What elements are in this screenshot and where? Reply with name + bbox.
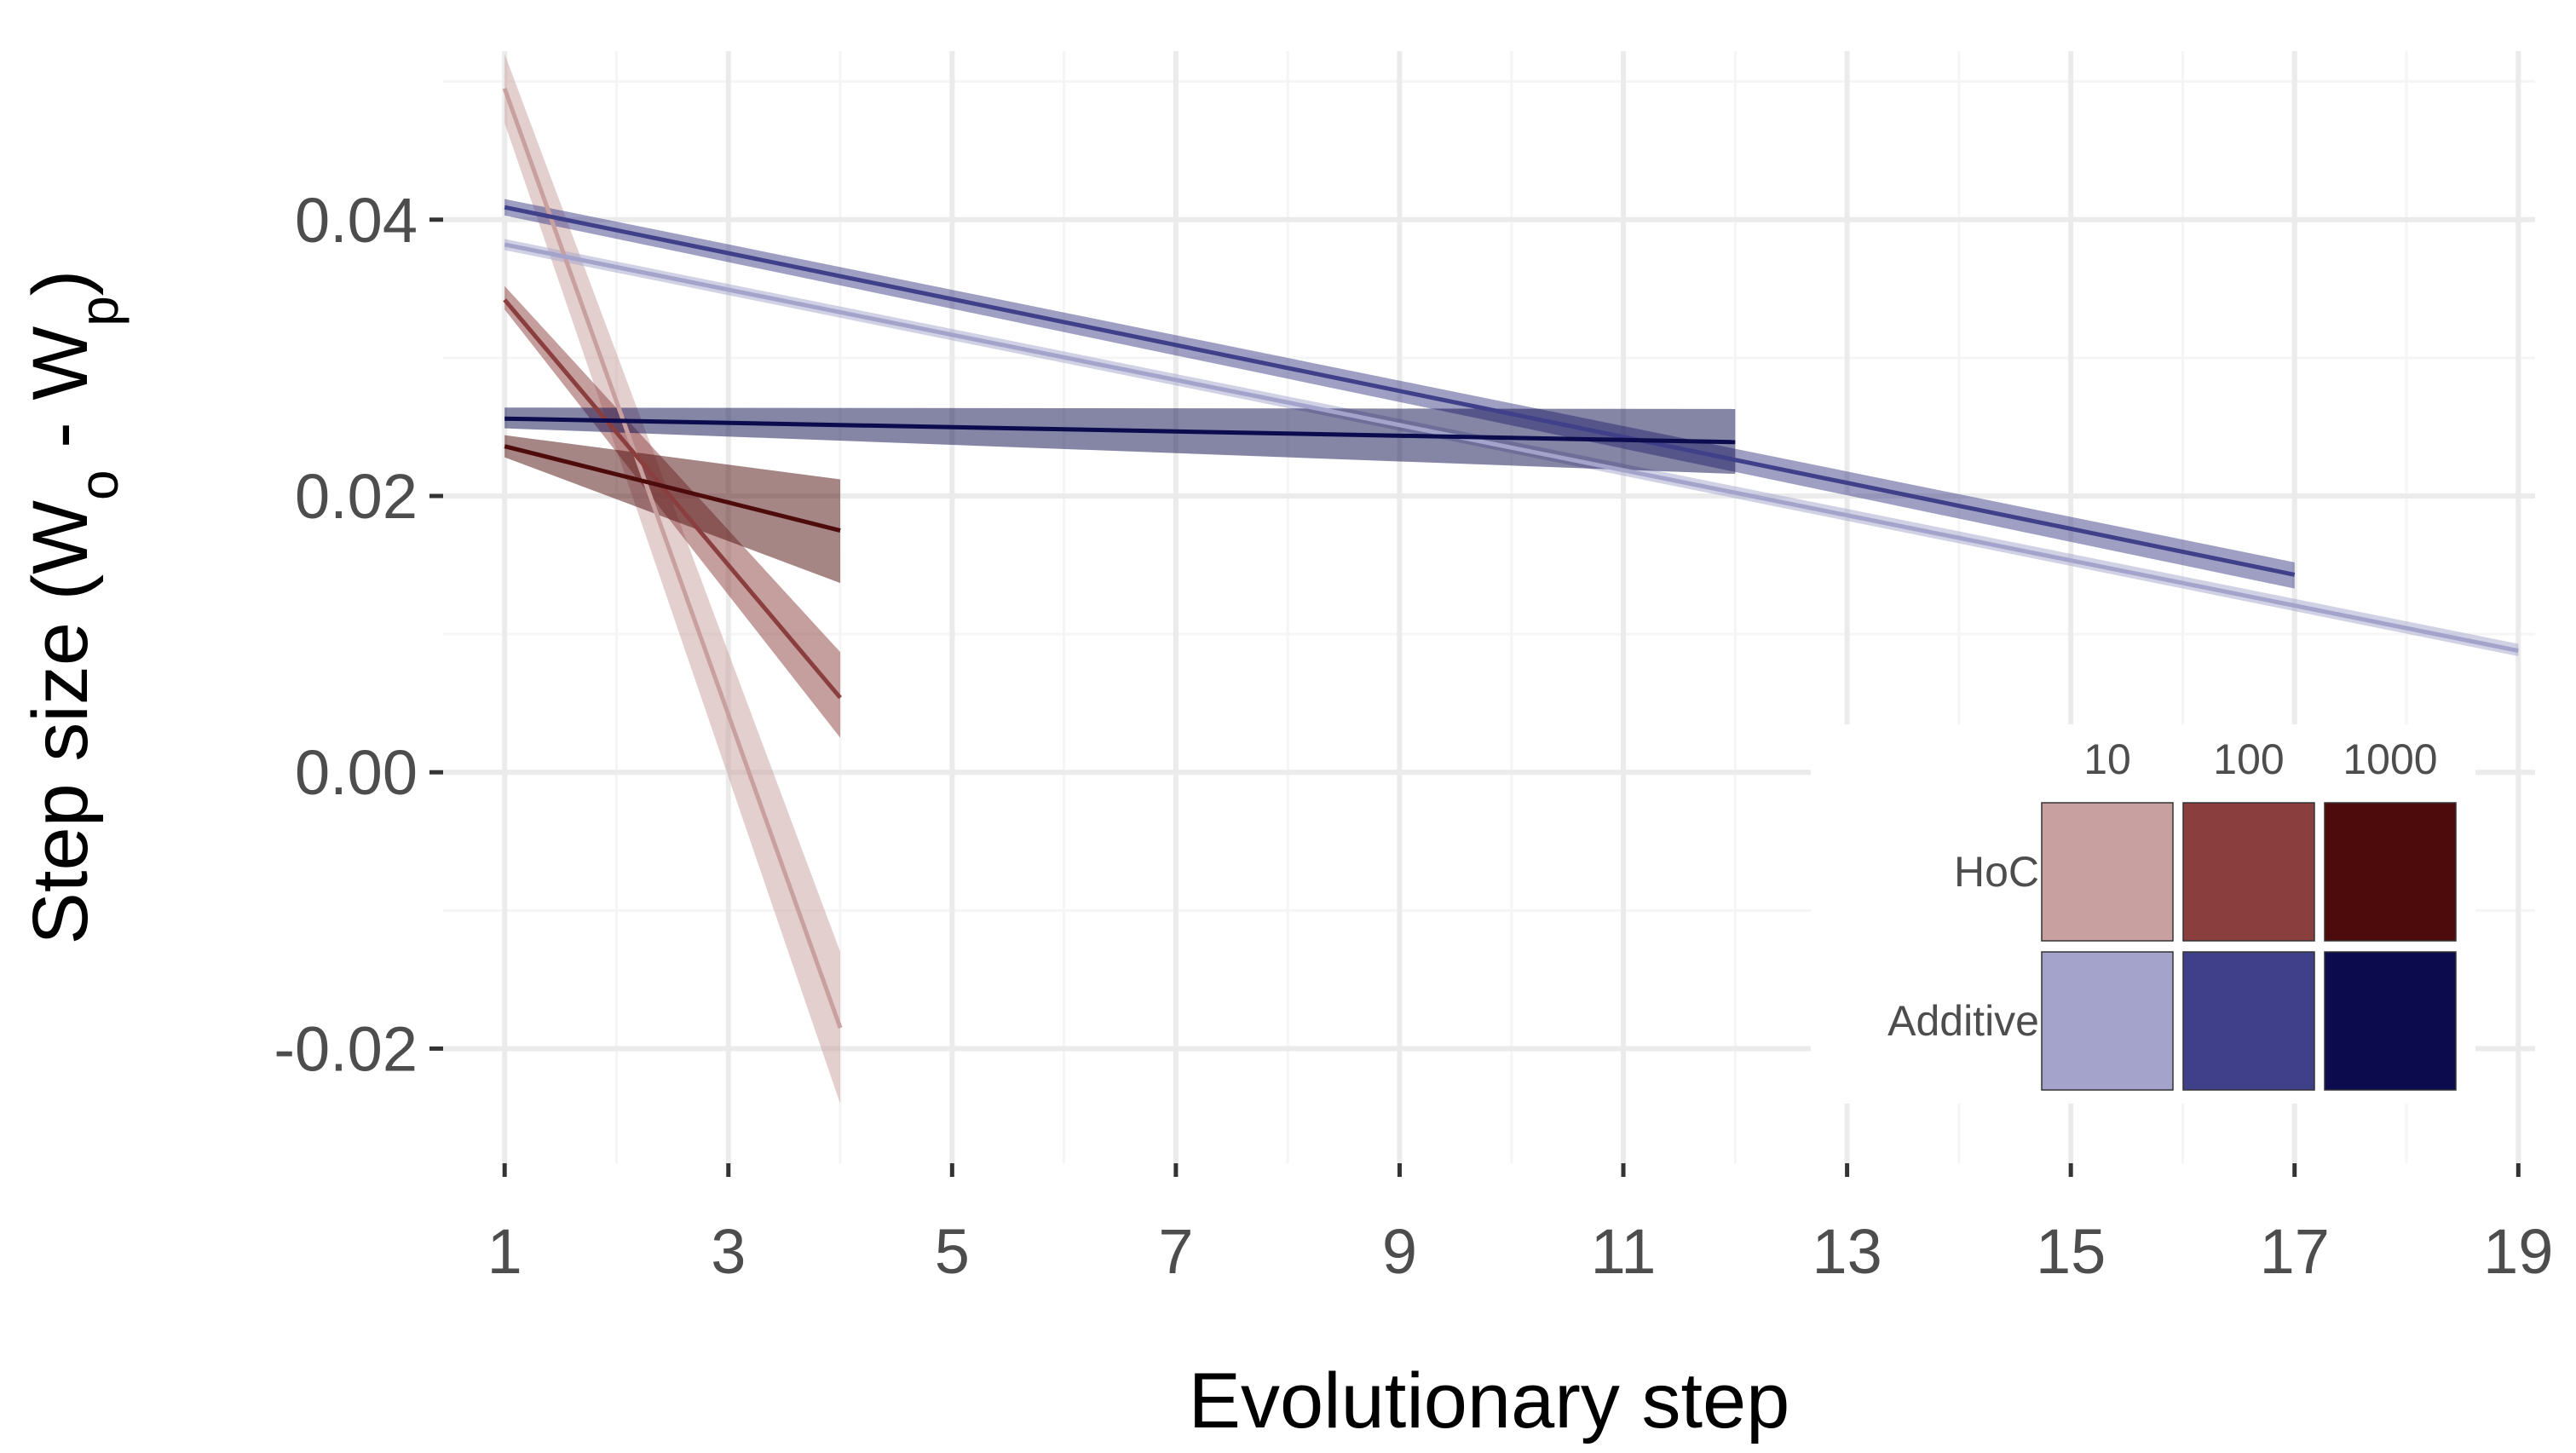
legend-column-label-100: 100	[2213, 735, 2284, 783]
y-tick-label: -0.02	[274, 1013, 418, 1084]
y-axis-title-prefix: Step size (W	[17, 500, 104, 945]
y-axis-title-sub2: p	[68, 296, 130, 326]
axes: 1 3 5 7 9 11 13 15 17 19-0.020.000.020.04	[274, 185, 2553, 1287]
y-tick-label: 0.02	[295, 461, 418, 532]
x-tick-label: 1	[487, 1216, 522, 1287]
x-tick-label: 19	[2483, 1216, 2553, 1287]
x-tick-label: 9	[1382, 1216, 1417, 1287]
series-line-additive-10	[504, 242, 2519, 654]
legend-key-additive-100	[2182, 951, 2315, 1091]
legend-column-label-1000: 1000	[2343, 735, 2437, 783]
legend-column-label-10: 10	[2083, 735, 2131, 783]
legend-row-label-hoc: HoC	[1954, 848, 2039, 896]
series-line-hoc-10	[502, 87, 843, 1029]
x-tick-label: 11	[1591, 1216, 1657, 1287]
y-axis-title-suffix: )	[17, 270, 104, 297]
y-axis-title: Step size (Wo - Wp)	[17, 270, 130, 945]
series-line-additive-100	[504, 205, 2296, 577]
x-tick-label: 5	[935, 1216, 970, 1287]
legend: 10 100 1000 HoC Additive	[1811, 724, 2475, 1104]
y-axis-title-middle: - W	[17, 326, 104, 470]
y-tick-label: 0.00	[295, 737, 418, 808]
legend-keys	[2041, 802, 2457, 1091]
x-tick-label: 13	[1812, 1216, 1882, 1287]
x-tick-label: 17	[2260, 1216, 2330, 1287]
legend-key-hoc-100	[2182, 802, 2315, 942]
y-axis-title-sub1: o	[68, 470, 130, 500]
ci-band-additive-100	[504, 199, 2295, 589]
legend-key-additive-10	[2041, 951, 2174, 1091]
series-line-hoc-1000	[504, 444, 841, 533]
x-axis-title: Evolutionary step	[1189, 1358, 1790, 1444]
x-tick-label: 15	[2036, 1216, 2106, 1287]
x-tick-label: 7	[1158, 1216, 1193, 1287]
regression-lines	[502, 87, 2519, 1029]
x-tick-label: 3	[711, 1216, 746, 1287]
ci-band-hoc-1000	[504, 435, 841, 584]
series-line-additive-1000	[504, 416, 1736, 445]
legend-key-hoc-1000	[2324, 802, 2457, 942]
series-line-hoc-100	[503, 298, 842, 700]
legend-key-additive-1000	[2324, 951, 2457, 1091]
legend-key-hoc-10	[2041, 802, 2174, 942]
grid	[443, 51, 2535, 1163]
y-tick-label: 0.04	[295, 185, 418, 256]
ci-band-hoc-10	[504, 54, 841, 1104]
legend-row-label-additive: Additive	[1887, 997, 2039, 1045]
